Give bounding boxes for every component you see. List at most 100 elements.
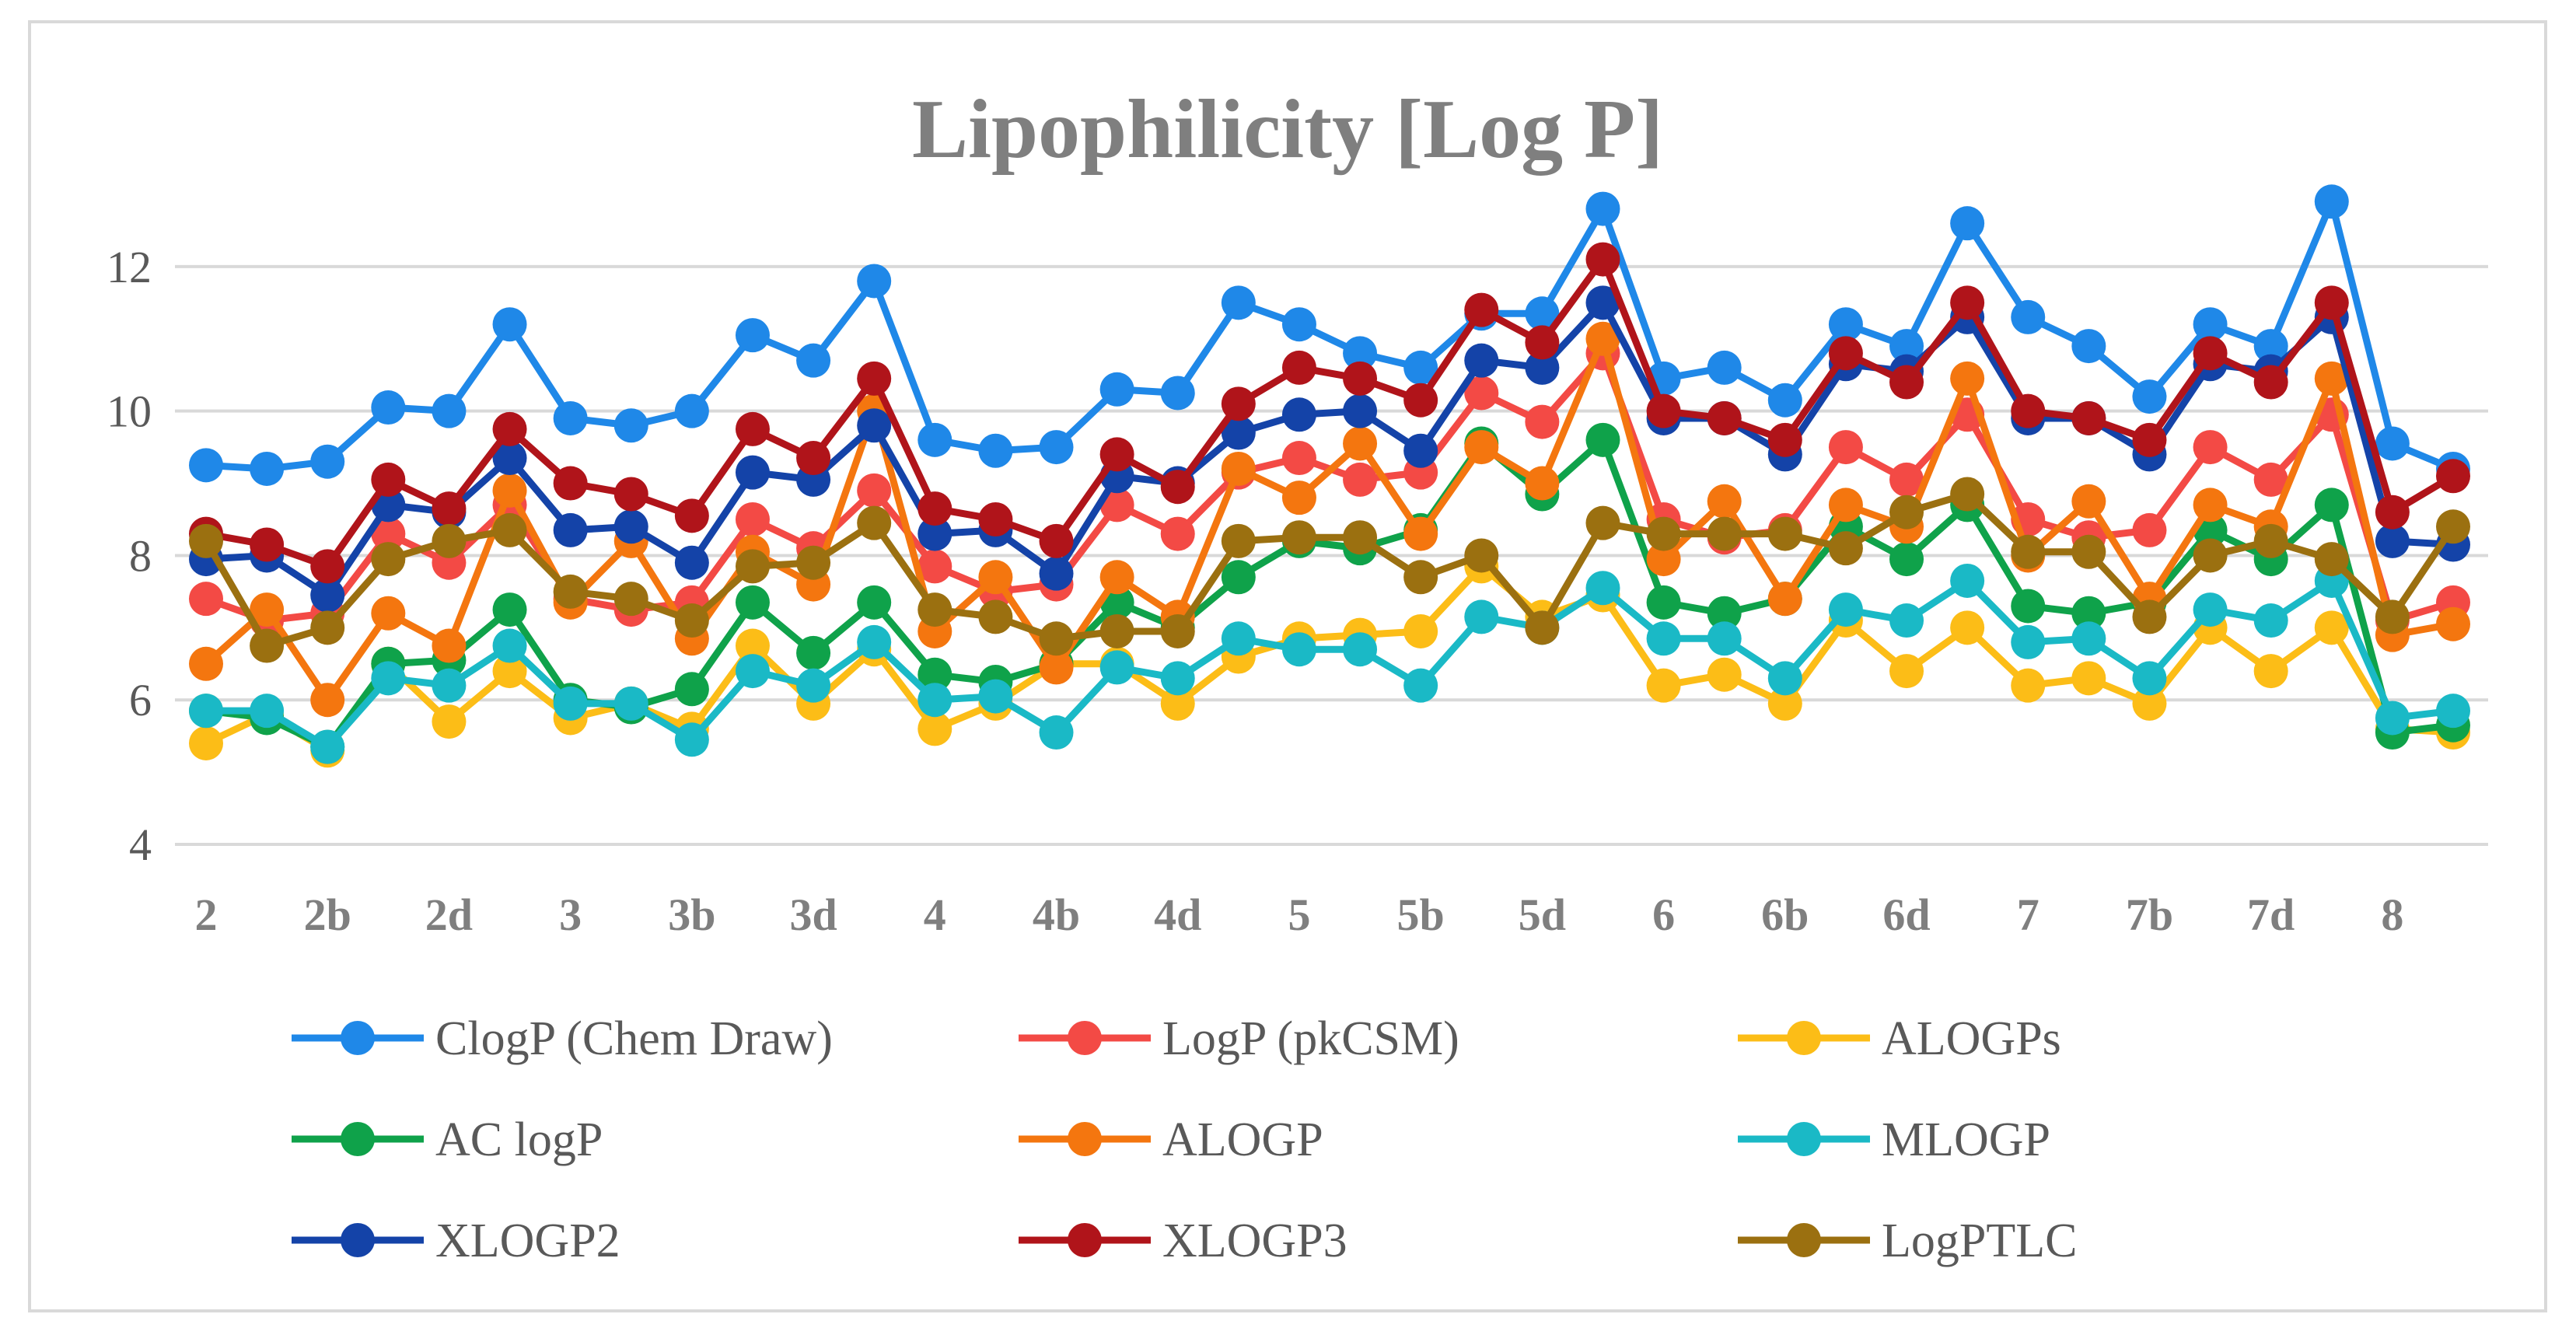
data-point: [674, 498, 709, 533]
data-point: [310, 729, 345, 764]
data-point: [1950, 563, 1985, 598]
data-point: [2071, 534, 2106, 569]
data-point: [2314, 285, 2349, 320]
y-tick-label: 12: [107, 242, 152, 292]
data-point: [1221, 523, 1256, 558]
x-tick-label: 3: [559, 889, 582, 940]
data-point: [432, 393, 467, 428]
data-point: [2132, 422, 2167, 457]
series-line: [203, 490, 2456, 650]
data-point: [978, 599, 1013, 634]
data-point: [250, 527, 285, 562]
data-point: [189, 523, 223, 558]
data-point: [1464, 430, 1499, 465]
data-point: [1950, 285, 1985, 320]
y-axis: 4 6 8 10 12: [107, 242, 152, 870]
data-point: [978, 560, 1013, 595]
data-point: [432, 704, 467, 739]
data-point: [1099, 372, 1134, 407]
x-tick-label: 6b: [1761, 889, 1809, 940]
data-point: [2132, 661, 2167, 696]
data-point: [1646, 668, 1681, 703]
data-point: [189, 725, 223, 760]
data-point: [1281, 307, 1316, 342]
data-point: [1160, 516, 1195, 551]
data-point: [2193, 336, 2228, 371]
data-point: [2193, 488, 2228, 522]
data-point: [735, 585, 770, 620]
data-point: [1585, 191, 1620, 226]
data-point: [310, 549, 345, 584]
data-point: [1828, 336, 1863, 371]
data-point: [2011, 668, 2046, 703]
y-tick-label: 8: [129, 530, 152, 581]
data-point: [674, 722, 709, 757]
data-point: [735, 318, 770, 353]
legend-label: AC logP: [435, 1113, 603, 1166]
data-point: [2193, 307, 2228, 342]
data-point: [2253, 329, 2288, 364]
series-line: [204, 335, 2454, 704]
data-point: [1039, 430, 1074, 465]
data-point: [492, 473, 527, 508]
x-tick-label: 6d: [1882, 889, 1930, 940]
data-point: [978, 679, 1013, 714]
data-point: [1403, 516, 1438, 551]
data-point: [1646, 621, 1681, 656]
x-axis: 2 2b 2d 3 3b 3d 4 4b 4d 5 5b 5d 6 6b 6d 7 7b 7d 8: [195, 889, 2404, 940]
data-point: [1281, 520, 1316, 555]
data-point: [1828, 307, 1863, 342]
x-tick-label: 7b: [2126, 889, 2173, 940]
data-point: [1585, 321, 1620, 356]
data-point: [1585, 571, 1620, 606]
data-point: [310, 683, 345, 718]
legend-label: XLOGP2: [435, 1214, 620, 1267]
data-point: [189, 694, 223, 729]
data-point: [857, 505, 892, 540]
series-3: [189, 549, 2470, 768]
data-point: [250, 628, 285, 663]
data-point: [1343, 426, 1378, 461]
data-point: [189, 448, 223, 483]
data-point: [1889, 462, 1924, 497]
data-point: [1281, 441, 1316, 476]
legend-swatch-marker: [1068, 1021, 1102, 1055]
legend-swatch-marker: [1787, 1223, 1821, 1257]
legend-label: LogP (pkCSM): [1162, 1012, 1459, 1065]
data-point: [1950, 206, 1985, 241]
data-point: [2314, 184, 2349, 219]
data-point: [2436, 459, 2470, 494]
legend-label: ALOGPs: [1882, 1012, 2061, 1065]
legend-item: ALOGPs: [1738, 1012, 2061, 1065]
data-point: [189, 582, 223, 617]
data-point: [2193, 430, 2228, 465]
data-point: [674, 672, 709, 707]
legend-swatch-marker: [341, 1021, 375, 1055]
data-point: [1828, 488, 1863, 522]
data-point: [857, 408, 892, 443]
x-tick-label: 3b: [668, 889, 715, 940]
data-point: [492, 411, 527, 446]
data-point: [2375, 426, 2410, 461]
data-point: [2253, 462, 2288, 497]
data-point: [2193, 538, 2228, 573]
series-8: [189, 242, 2470, 584]
legend-item: LogP (pkCSM): [1019, 1012, 1459, 1065]
data-point: [1889, 654, 1924, 689]
data-point: [2436, 606, 2470, 641]
data-point: [1403, 560, 1438, 595]
data-point: [553, 466, 588, 501]
x-tick-label: 3d: [789, 889, 837, 940]
data-point: [2132, 599, 2167, 634]
y-tick-label: 6: [129, 675, 152, 725]
data-point: [2436, 694, 2470, 729]
data-point: [613, 582, 648, 617]
x-tick-label: 4d: [1154, 889, 1201, 940]
data-point: [1343, 462, 1378, 497]
data-point: [735, 411, 770, 446]
series-group: [189, 184, 2470, 768]
data-point: [1099, 613, 1134, 648]
data-point: [918, 683, 952, 718]
legend-swatch-marker: [341, 1223, 375, 1257]
data-point: [2071, 484, 2106, 519]
